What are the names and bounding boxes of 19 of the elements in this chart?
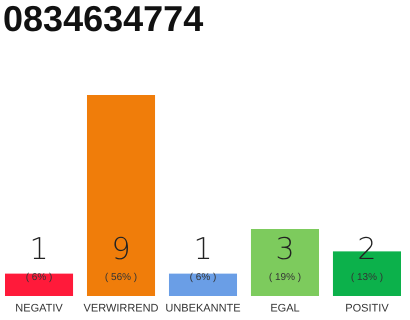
annotation: ( 19% ) [268,272,302,283]
bar [250,229,320,296]
x-tick-label: VERWIRREND [84,302,159,314]
bar [5,274,74,296]
data-label: 3 [275,232,295,267]
annotation: ( 6% ) [190,272,216,283]
bar [168,274,238,296]
bar [86,95,156,296]
x-tick-label: POSITIV [345,302,390,314]
data-label: 1 [193,232,213,267]
data-label: 9 [111,232,131,267]
annotation: ( 56% ) [104,272,138,283]
annotation: ( 13% ) [350,272,384,283]
x-tick-label: UNBEKANNTE [165,302,241,314]
data-label: 1 [29,232,49,267]
chart-title: 0834634774 [3,0,204,39]
x-tick-label: NEGATIV [15,302,64,314]
x-tick-label: EGAL [270,302,300,314]
annotation: ( 6% ) [26,272,52,283]
